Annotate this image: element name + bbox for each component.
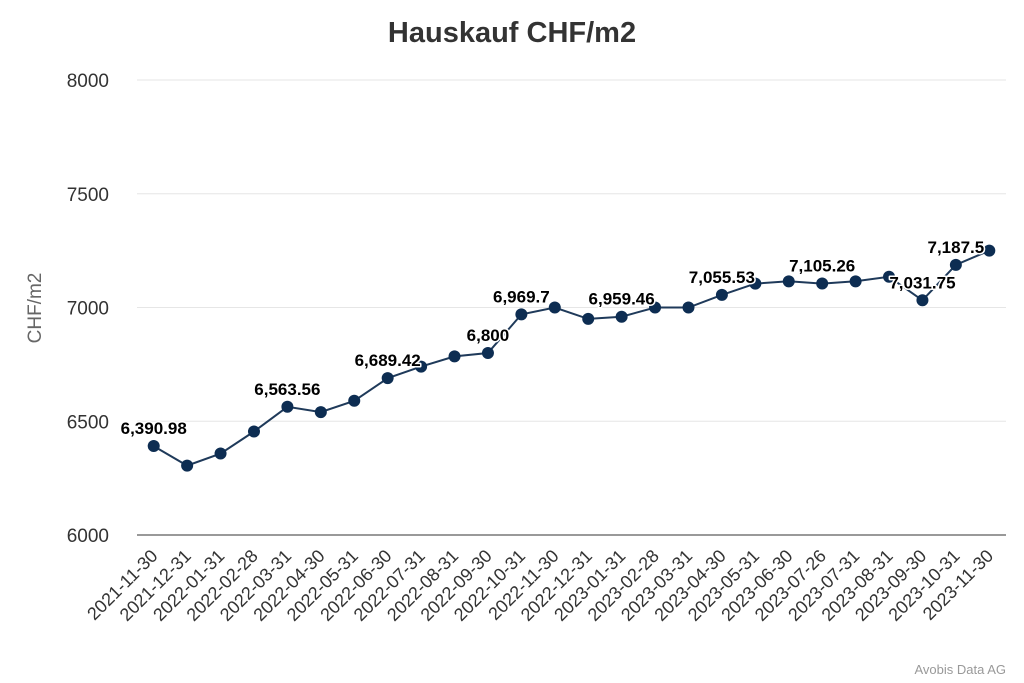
data-label: 7,187.5 (927, 238, 984, 257)
series-line (147, 244, 996, 472)
data-point[interactable] (816, 277, 829, 290)
y-tick-label: 7000 (67, 299, 109, 320)
y-axis-label: CHF/m2 (25, 273, 46, 344)
data-point[interactable] (849, 275, 862, 288)
data-label: 7,031.75 (889, 273, 955, 292)
data-point[interactable] (214, 447, 227, 460)
data-point[interactable] (548, 301, 561, 314)
data-point[interactable] (949, 258, 962, 271)
data-point[interactable] (649, 301, 662, 314)
data-point[interactable] (348, 394, 361, 407)
data-label: 6,969.7 (493, 287, 550, 306)
data-point[interactable] (381, 372, 394, 385)
y-tick-label: 7500 (67, 185, 109, 206)
data-label: 6,959.46 (589, 290, 655, 309)
data-point[interactable] (247, 425, 260, 438)
series-path (153, 249, 990, 467)
grid-lines (137, 79, 1006, 536)
data-point[interactable] (415, 360, 428, 373)
data-point[interactable] (682, 301, 695, 314)
chart-title: Hauskauf CHF/m2 (388, 17, 636, 49)
data-point[interactable] (481, 347, 494, 359)
data-point[interactable] (615, 310, 628, 323)
data-point[interactable] (147, 440, 160, 453)
x-axis-ticks: 2021-11-302021-12-312022-01-312022-02-28… (83, 546, 997, 625)
data-point[interactable] (448, 350, 461, 363)
y-axis-ticks: 6000 6500 7000 7500 8000 (67, 71, 109, 547)
data-label: 6,800 (467, 326, 510, 345)
data-point[interactable] (749, 277, 762, 290)
data-point[interactable] (782, 275, 795, 288)
data-point[interactable] (883, 270, 896, 283)
data-point[interactable] (515, 308, 528, 321)
data-label: 6,390.98 (121, 419, 187, 438)
y-tick-label: 6000 (67, 526, 109, 547)
data-label: 7,055.53 (689, 268, 755, 287)
data-point[interactable] (715, 288, 728, 301)
data-point[interactable] (983, 244, 996, 257)
credit-text[interactable]: Avobis Data AG (914, 662, 1006, 677)
data-point[interactable] (181, 459, 194, 472)
data-labels: 6,390.98 6,563.56 6,689.42 6,800 6,969.7 6,95… (119, 236, 986, 439)
data-point[interactable] (281, 400, 294, 413)
data-point[interactable] (582, 312, 595, 325)
data-point[interactable] (916, 294, 929, 307)
y-tick-label: 6500 (67, 412, 109, 433)
y-tick-label: 8000 (67, 71, 109, 92)
data-label: 7,105.26 (789, 257, 855, 276)
data-label: 6,689.42 (355, 351, 421, 370)
data-label: 6,563.56 (254, 380, 320, 399)
data-point[interactable] (314, 406, 327, 419)
